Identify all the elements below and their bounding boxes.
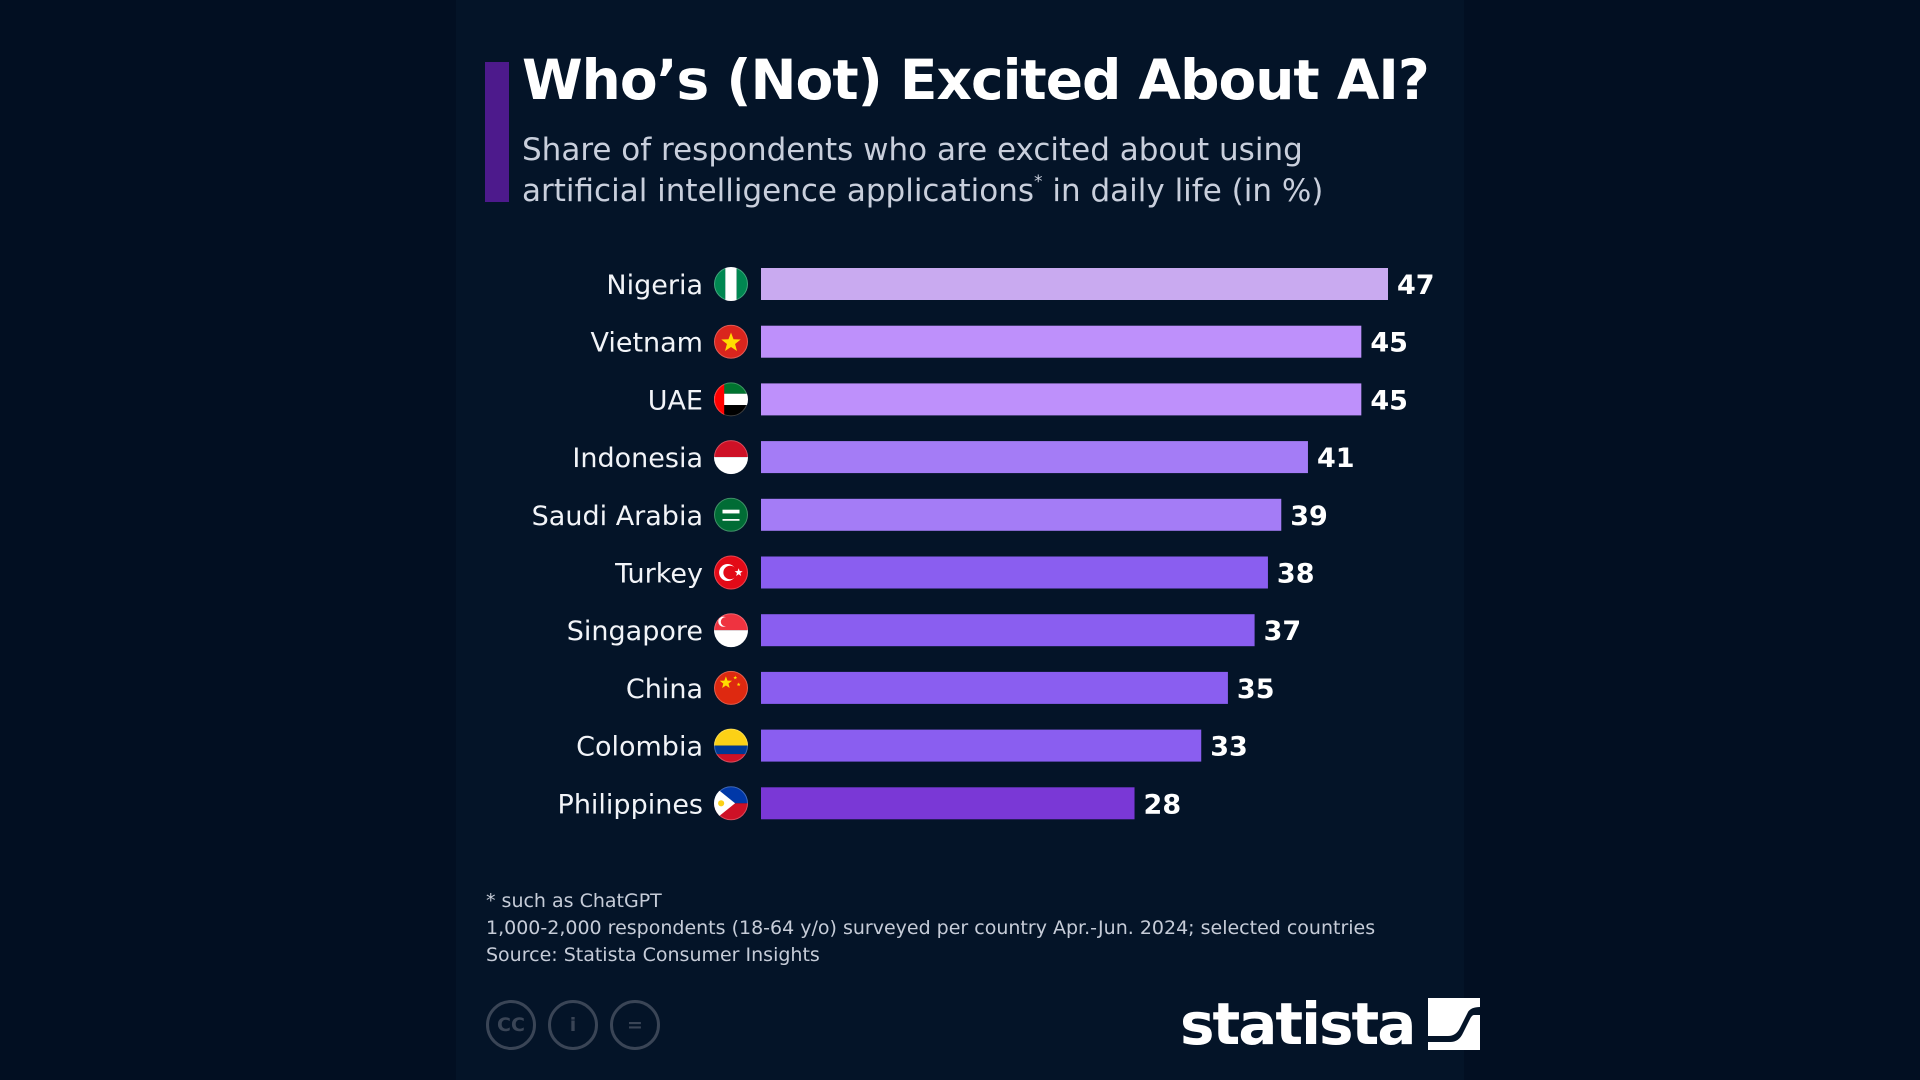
bar-nigeria: [761, 268, 1388, 300]
category-label-indonesia: Indonesia: [572, 443, 703, 474]
bar-china: [761, 671, 1228, 704]
value-label-colombia: 33: [1210, 732, 1248, 763]
nigeria-flag-icon: [714, 267, 748, 301]
philippines-flag-icon: [714, 786, 748, 821]
title-accent-bar: [485, 62, 509, 202]
value-label-uae: 45: [1370, 385, 1408, 416]
infographic-card: Who’s (Not) Excited About AI? Share of r…: [456, 0, 1481, 1080]
subtitle-line-1: Share of respondents who are excited abo…: [522, 132, 1303, 168]
statista-wordmark: statista: [1180, 990, 1416, 1058]
bar-saudi-arabia: [761, 498, 1282, 531]
methodology-note: 1,000-2,000 respondents (18-64 y/o) surv…: [486, 917, 1376, 939]
subtitle-line-2: artificial intelligence applications* in…: [522, 171, 1382, 212]
bar-uae: [761, 383, 1362, 416]
category-label-turkey: Turkey: [614, 559, 703, 590]
bar-vietnam: [761, 325, 1362, 358]
colombia-flag-icon: [714, 728, 748, 763]
bar-indonesia: [761, 441, 1308, 474]
value-label-indonesia: 41: [1317, 443, 1355, 474]
category-label-china: China: [626, 674, 703, 705]
category-label-nigeria: Nigeria: [606, 270, 703, 301]
bar-chart: Nigeria 47 Vietnam 45 UAE 45 Indonesia 41 Saudi …: [532, 267, 1435, 821]
vietnam-flag-icon: [714, 324, 748, 359]
saudi-arabia-flag-icon: [714, 497, 748, 532]
cc-icon: CC: [486, 1000, 536, 1050]
category-label-saudi-arabia: Saudi Arabia: [532, 501, 703, 532]
bar-turkey: [761, 556, 1268, 589]
value-label-philippines: 28: [1144, 789, 1182, 820]
bar-colombia: [761, 729, 1202, 762]
no-derivatives-icon: =: [610, 1000, 660, 1050]
turkey-flag-icon: [714, 555, 748, 590]
value-label-turkey: 38: [1277, 559, 1315, 590]
subtitle-line-2-end: in daily life (in %): [1042, 173, 1324, 209]
footnote: * such as ChatGPT: [486, 890, 662, 912]
value-label-singapore: 37: [1264, 616, 1302, 647]
attribution-icon: i: [548, 1000, 598, 1050]
value-label-china: 35: [1237, 674, 1275, 705]
chart-title: Who’s (Not) Excited About AI?: [522, 48, 1430, 112]
category-label-singapore: Singapore: [567, 616, 703, 647]
category-label-vietnam: Vietnam: [590, 328, 703, 359]
bar-singapore: [761, 614, 1255, 647]
chart-notes: * such as ChatGPT 1,000-2,000 respondent…: [486, 888, 1446, 969]
subtitle-footnote-mark: *: [1034, 172, 1043, 192]
chart-subtitle: Share of respondents who are excited abo…: [522, 130, 1382, 212]
category-label-colombia: Colombia: [576, 732, 703, 763]
statista-logo: statista: [1180, 990, 1481, 1058]
uae-flag-icon: [714, 382, 748, 417]
value-label-saudi-arabia: 39: [1290, 501, 1328, 532]
statista-logo-icon: [1428, 998, 1481, 1050]
category-label-uae: UAE: [648, 385, 703, 416]
china-flag-icon: [714, 670, 748, 705]
source-note: Source: Statista Consumer Insights: [486, 944, 820, 966]
value-label-vietnam: 45: [1370, 328, 1408, 359]
category-label-philippines: Philippines: [558, 789, 703, 820]
license-icons: CC i =: [486, 1000, 660, 1052]
subtitle-line-2-text: artificial intelligence applications: [522, 173, 1034, 209]
indonesia-flag-icon: [714, 440, 748, 475]
singapore-flag-icon: [714, 613, 748, 648]
value-label-nigeria: 47: [1397, 270, 1435, 301]
bar-philippines: [761, 787, 1135, 820]
